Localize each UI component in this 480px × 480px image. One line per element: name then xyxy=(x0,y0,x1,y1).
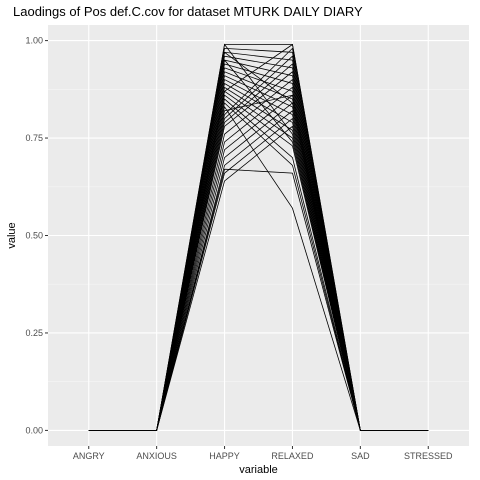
y-tick-label: 1.00 xyxy=(25,36,43,46)
y-tick-label: 0.25 xyxy=(25,328,43,338)
series-lines xyxy=(88,43,429,431)
x-tick-label-happy: HAPPY xyxy=(209,451,240,461)
x-axis: ANGRY ANXIOUS HAPPY RELAXED SAD STRESSED xyxy=(73,446,453,461)
y-tick-label: 0.50 xyxy=(25,231,43,241)
x-tick-label-angry: ANGRY xyxy=(73,451,105,461)
y-axis: 0.00 0.25 0.50 0.75 1.00 xyxy=(25,36,48,435)
grid xyxy=(48,25,469,446)
x-axis-title: variable xyxy=(239,464,278,476)
x-tick-label-anxious: ANXIOUS xyxy=(136,451,177,461)
y-axis-title: value xyxy=(6,222,18,248)
chart-title: Laodings of Pos def.C.cov for dataset MT… xyxy=(13,4,363,19)
y-tick-label: 0.75 xyxy=(25,133,43,143)
series-line-34 xyxy=(88,94,429,431)
x-tick-label-relaxed: RELAXED xyxy=(271,451,314,461)
x-tick-label-stressed: STRESSED xyxy=(404,451,453,461)
x-tick-label-sad: SAD xyxy=(351,451,370,461)
y-tick-label: 0.00 xyxy=(25,425,43,435)
